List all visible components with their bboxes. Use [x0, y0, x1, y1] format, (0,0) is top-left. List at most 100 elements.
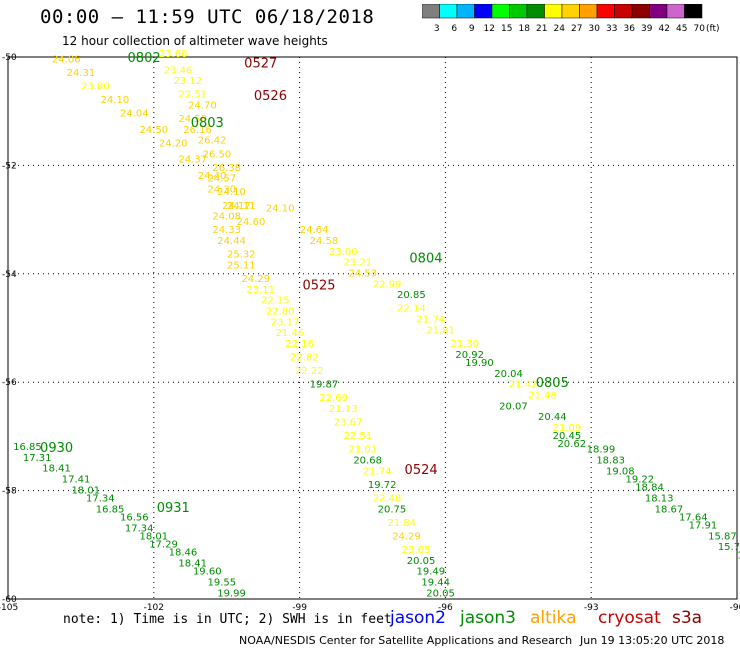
- swh-value-label: 17.41: [62, 474, 91, 485]
- swh-value-label: 24.50: [178, 114, 207, 125]
- swh-value-label: 23.17: [271, 317, 300, 328]
- colorbar-swatch: [684, 4, 703, 19]
- colorbar-label: 36: [624, 24, 636, 34]
- swh-value-label: 26.42: [198, 136, 227, 147]
- satellite-legend-s3a: s3a: [672, 608, 703, 628]
- swh-value-label: 21.42: [509, 380, 538, 391]
- pass-time-label: 0805: [536, 376, 569, 391]
- swh-value-label: 24.06: [52, 54, 81, 65]
- swh-value-label: 20.92: [455, 350, 484, 361]
- colorbar-label: 39: [641, 24, 653, 34]
- swh-value-label: 19.99: [217, 588, 246, 599]
- swh-value-label: 26.50: [203, 149, 232, 160]
- swh-value-label: 19.22: [625, 474, 654, 485]
- swh-value-label: 22.69: [319, 393, 348, 404]
- satellite-legend-altika: altika: [530, 608, 577, 628]
- swh-value-label: 21.74: [416, 315, 445, 326]
- swh-value-label: 24.57: [208, 174, 237, 185]
- swh-value-label: 22.15: [261, 296, 290, 307]
- swh-value-label: 24.31: [67, 68, 96, 79]
- swh-value-label: 18.99: [587, 445, 616, 456]
- colorbar-label: 3: [434, 24, 440, 34]
- swh-value-label: 24.70: [188, 100, 217, 111]
- swh-value-label: 22.99: [373, 279, 402, 290]
- swh-value-label: 18.84: [635, 483, 664, 494]
- swh-value-label: 19.49: [416, 567, 445, 578]
- swh-value-label: 24.10: [101, 95, 130, 106]
- swh-value-label: 24.60: [237, 217, 266, 228]
- y-tick-label: -56: [2, 378, 17, 388]
- swh-value-label: 18.46: [169, 548, 198, 559]
- pass-time-label: 0804: [409, 252, 442, 267]
- colorbar-label: 33: [606, 24, 617, 34]
- pass-time-label: 0803: [191, 116, 224, 131]
- swh-value-label: 24.44: [217, 236, 246, 247]
- swh-value-label: 19.08: [606, 466, 635, 477]
- swh-value-label: 23.67: [334, 418, 363, 429]
- swh-value-label: 24.29: [392, 531, 421, 542]
- y-tick-label: -58: [2, 487, 17, 497]
- swh-value-label: 22.51: [178, 90, 207, 101]
- swh-value-label: 23.80: [81, 82, 110, 93]
- swh-value-label: 25.32: [227, 250, 256, 261]
- swh-value-label: 23.11: [246, 285, 275, 296]
- satellite-legend-jason2: jason2: [390, 608, 446, 628]
- swh-value-label: 22.51: [344, 431, 373, 442]
- footer-note: note: 1) Time is in UTC; 2) SWH is in fe…: [63, 612, 392, 627]
- swh-value-label: 21.30: [451, 339, 480, 350]
- x-tick-label: -105: [0, 603, 18, 613]
- swh-value-label: 24.30: [208, 185, 237, 196]
- swh-value-label: 18.83: [596, 456, 625, 467]
- swh-value-label: 20.04: [494, 369, 523, 380]
- swh-value-label: 24.04: [120, 109, 149, 120]
- swh-value-label: 18.41: [178, 558, 207, 569]
- swh-value-label: 24.10: [266, 203, 295, 214]
- colorbar-label: 9: [469, 24, 475, 34]
- pass-time-label: 0525: [302, 279, 335, 294]
- y-tick-label: -52: [2, 161, 17, 171]
- swh-value-label: 16.88: [737, 550, 740, 561]
- swh-value-label: 20.05: [426, 588, 455, 599]
- swh-value-label: 24.37: [178, 155, 207, 166]
- swh-value-label: 17.64: [679, 512, 708, 523]
- swh-value-label: 23.00: [329, 247, 358, 258]
- swh-value-label: 24.33: [212, 225, 241, 236]
- swh-value-label: 17.91: [689, 521, 718, 532]
- swh-value-label: 16.56: [120, 512, 149, 523]
- swh-value-label: 22.22: [295, 366, 324, 377]
- colorbar-label: 42: [659, 24, 670, 34]
- footer-credit: NOAA/NESDIS Center for Satellite Applica…: [239, 634, 573, 647]
- swh-value-label: 17.31: [23, 453, 52, 464]
- swh-value-label: 20.05: [407, 556, 436, 567]
- x-tick-label: -102: [144, 603, 164, 613]
- swh-value-label: 20.44: [538, 412, 567, 423]
- chart-subtitle: 12 hour collection of altimeter wave hei…: [62, 34, 328, 48]
- swh-value-label: 22.48: [373, 493, 402, 504]
- swh-value-label: 19.60: [193, 567, 222, 578]
- swh-value-label: 24.64: [300, 225, 329, 236]
- swh-value-label: 18.01: [139, 531, 168, 542]
- pass-time-label: 0931: [157, 501, 190, 516]
- swh-value-label: 26.16: [183, 125, 212, 136]
- chart-title: 00:00 – 11:59 UTC 06/18/2018: [40, 6, 375, 28]
- swh-value-label: 21.74: [363, 466, 392, 477]
- swh-value-label: 23.12: [173, 76, 202, 87]
- swh-value-label: 18.67: [655, 504, 684, 515]
- y-tick-label: -54: [2, 270, 17, 280]
- swh-value-label: 24.20: [159, 138, 188, 149]
- swh-value-label: 24.10: [217, 187, 246, 198]
- swh-value-label: 22.16: [285, 339, 314, 350]
- swh-value-label: 20.07: [499, 401, 528, 412]
- x-tick-label: -99: [292, 603, 307, 613]
- swh-value-label: 23.68: [159, 49, 188, 60]
- swh-value-label: 19.90: [465, 358, 494, 369]
- swh-value-label: 24.58: [310, 236, 339, 247]
- x-tick-label: -93: [584, 603, 599, 613]
- swh-value-label: 21.48: [528, 390, 557, 401]
- swh-value-label: 21.46: [276, 328, 305, 339]
- swh-value-label: 24.50: [139, 125, 168, 136]
- x-tick-label: -96: [438, 603, 453, 613]
- swh-value-label: 24.40: [198, 171, 227, 182]
- swh-value-label: 21.01: [348, 445, 377, 456]
